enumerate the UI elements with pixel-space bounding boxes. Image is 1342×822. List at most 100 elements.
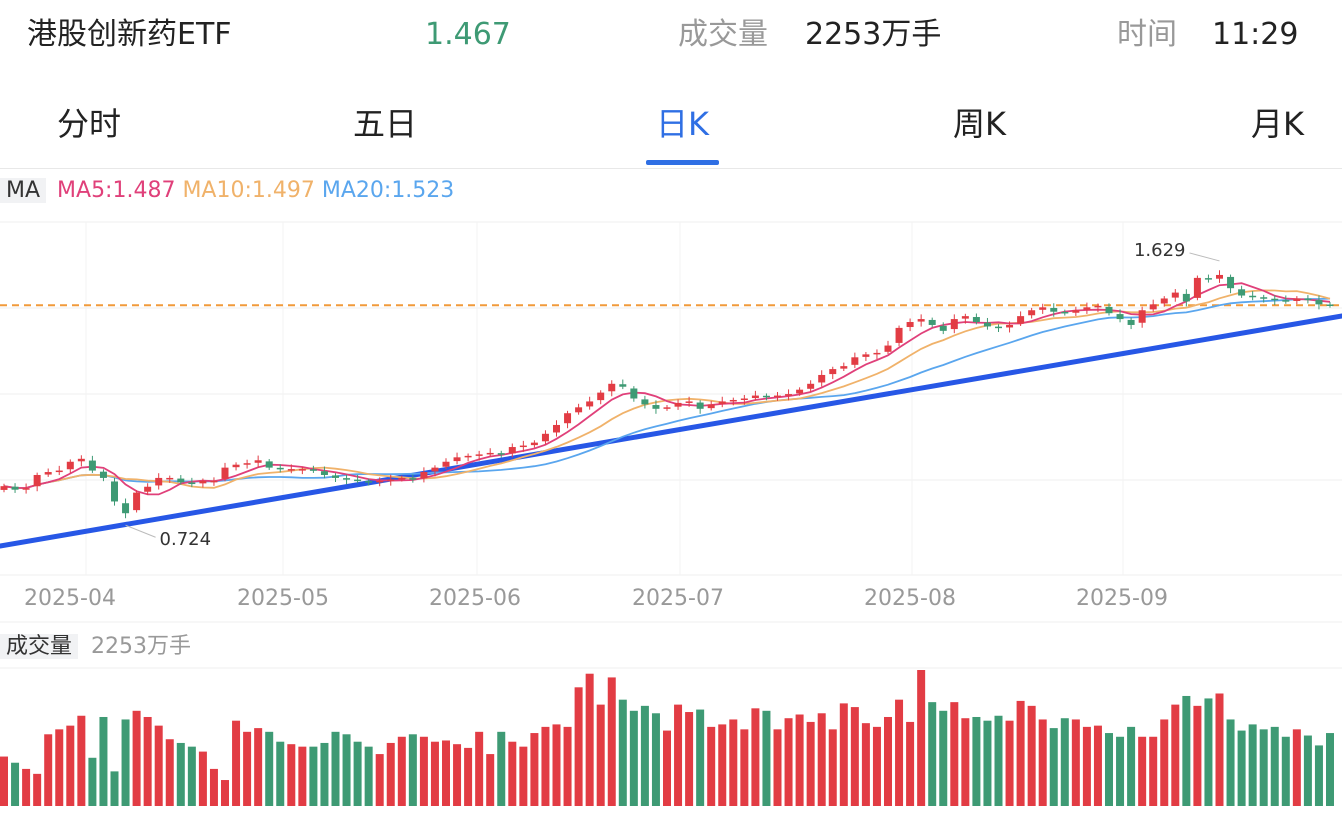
candle-body xyxy=(519,445,527,448)
candle-body xyxy=(851,357,859,365)
candle-body xyxy=(1171,292,1179,298)
volume-bar xyxy=(872,726,881,806)
volume-bar xyxy=(917,670,926,806)
candle-body xyxy=(243,463,251,465)
candle-body xyxy=(774,395,781,398)
candle-body xyxy=(508,447,516,454)
volume-bar xyxy=(828,729,837,806)
candle-body xyxy=(22,488,30,490)
candle-body xyxy=(442,461,450,467)
candle-body xyxy=(740,398,748,400)
tab-intraday[interactable]: 分时 xyxy=(57,105,122,143)
candle-body xyxy=(1127,319,1135,325)
tab-daily-k[interactable]: 日K xyxy=(656,105,709,143)
ma5-legend: MA5:1.487 xyxy=(57,178,176,203)
candle-body xyxy=(155,477,163,486)
volume-bar xyxy=(132,710,141,806)
volume-bar xyxy=(77,715,86,806)
ma20-legend: MA20:1.523 xyxy=(321,178,455,203)
ma-legend-tag: MA xyxy=(0,178,47,203)
candle-body xyxy=(99,471,107,478)
candle-body xyxy=(1315,300,1323,305)
volume-bar xyxy=(143,716,152,806)
volume-bar xyxy=(707,726,716,806)
tab-five-day[interactable]: 五日 xyxy=(353,105,418,143)
candle-body xyxy=(652,405,660,409)
volume-bar xyxy=(386,742,395,806)
candle-body xyxy=(597,392,605,401)
ma10-legend: MA10:1.497 xyxy=(182,178,315,203)
volume-bar xyxy=(817,713,826,806)
volume-label: 成交量 xyxy=(678,17,768,52)
volume-bar xyxy=(574,687,583,806)
candle-body xyxy=(354,479,362,482)
candle-body xyxy=(1160,298,1168,304)
volume-bar xyxy=(729,719,738,806)
volume-bar xyxy=(265,731,274,806)
candle-body xyxy=(873,352,881,355)
candle-body xyxy=(1216,274,1223,279)
volume-bar xyxy=(88,757,97,806)
candle-body xyxy=(785,394,793,396)
tab-weekly-k[interactable]: 周K xyxy=(953,105,1006,143)
candle-body xyxy=(884,345,892,352)
candle-body xyxy=(420,472,428,479)
volume-bar xyxy=(1292,729,1301,806)
candle-body xyxy=(829,369,837,375)
candle-body xyxy=(1072,310,1080,313)
candle-body xyxy=(409,478,417,480)
candle-body xyxy=(663,407,671,409)
volume-bar xyxy=(762,710,771,806)
candle-body xyxy=(1149,304,1157,310)
volume-bar xyxy=(950,702,959,806)
x-tick-label: 2025-08 xyxy=(864,586,956,611)
volume-bar xyxy=(1049,728,1058,806)
volume-bar xyxy=(1204,698,1213,806)
tab-monthly-k[interactable]: 月K xyxy=(1251,105,1304,143)
candle-body xyxy=(553,424,560,433)
candle-body xyxy=(1138,310,1146,323)
volume-bar xyxy=(33,773,42,806)
volume-bar xyxy=(1105,733,1113,806)
candle-body xyxy=(376,480,384,483)
volume-bar xyxy=(209,768,218,806)
volume-bar xyxy=(453,744,462,806)
candle-body xyxy=(696,402,704,409)
candle-body xyxy=(1227,276,1235,289)
volume-bar xyxy=(552,724,561,806)
volume-bar xyxy=(198,751,207,806)
volume-bar xyxy=(751,708,760,806)
candle-body xyxy=(188,482,196,485)
candle-body xyxy=(950,319,958,330)
volume-legend-tag: 成交量 xyxy=(0,634,79,659)
volume-bar xyxy=(11,762,20,806)
candle-body xyxy=(619,384,627,387)
x-tick-label: 2025-09 xyxy=(1076,586,1168,611)
candle-body xyxy=(387,479,395,481)
candle-body xyxy=(895,327,903,343)
volume-bar xyxy=(508,741,517,806)
volume-bar xyxy=(850,707,859,806)
volume-bar xyxy=(983,720,992,806)
volume-bar xyxy=(419,736,428,806)
candle-body xyxy=(840,366,848,369)
volume-bar xyxy=(585,673,594,806)
volume-bar xyxy=(1193,705,1202,806)
period-tabs: 分时 五日 日K 周K 月K xyxy=(0,90,1342,169)
candle-body xyxy=(983,322,991,327)
candle-body xyxy=(1116,314,1124,320)
candle-body xyxy=(232,464,240,468)
volume-bar xyxy=(1248,724,1257,806)
volume-bar xyxy=(1281,736,1290,806)
candle-body xyxy=(497,453,505,455)
low-annotation-leader xyxy=(125,524,156,538)
candle-body xyxy=(796,389,804,394)
volume-bar xyxy=(486,754,495,806)
candle-body xyxy=(1006,324,1014,328)
candle-body xyxy=(320,471,328,475)
volume-bar xyxy=(928,702,937,806)
candle-body xyxy=(44,472,52,475)
candle-body xyxy=(1293,298,1301,301)
volume-bar xyxy=(1127,726,1136,806)
